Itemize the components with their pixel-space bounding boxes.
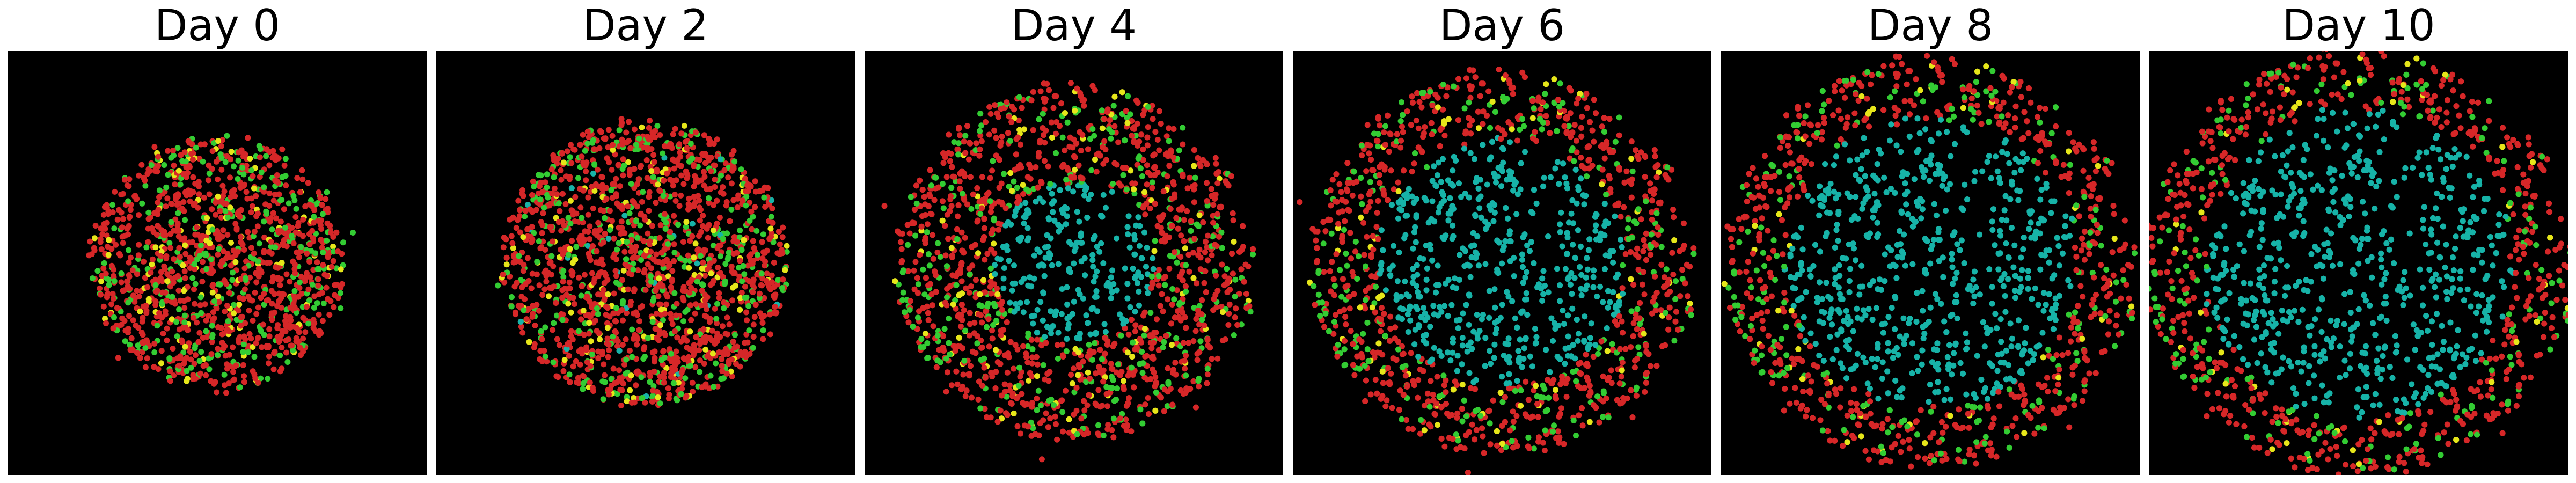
panel-title-day-8: Day 8 [1867,1,1994,50]
scatter-panel-day-6 [1293,51,1711,475]
cell-points [2149,51,2568,475]
panel-title-day-0: Day 0 [154,1,281,50]
scatter-panel-day-0 [8,51,427,475]
panel-title-day-10: Day 10 [2282,1,2435,50]
scatter-panel-day-10 [2149,51,2568,475]
panel-background [8,51,427,475]
panel-title-day-2: Day 2 [582,1,709,50]
scatter-panel-day-2 [436,51,855,475]
panel-title-day-4: Day 4 [1011,1,1137,50]
cell-points [86,133,356,396]
cell-points [881,80,1256,463]
panel-title-day-6: Day 6 [1439,1,1565,50]
cell-points [495,116,790,408]
scatter-panel-day-8 [1721,51,2140,475]
cell-points [1721,53,2138,470]
cell-points [1297,67,1697,475]
scatter-panel-day-4 [865,51,1283,475]
